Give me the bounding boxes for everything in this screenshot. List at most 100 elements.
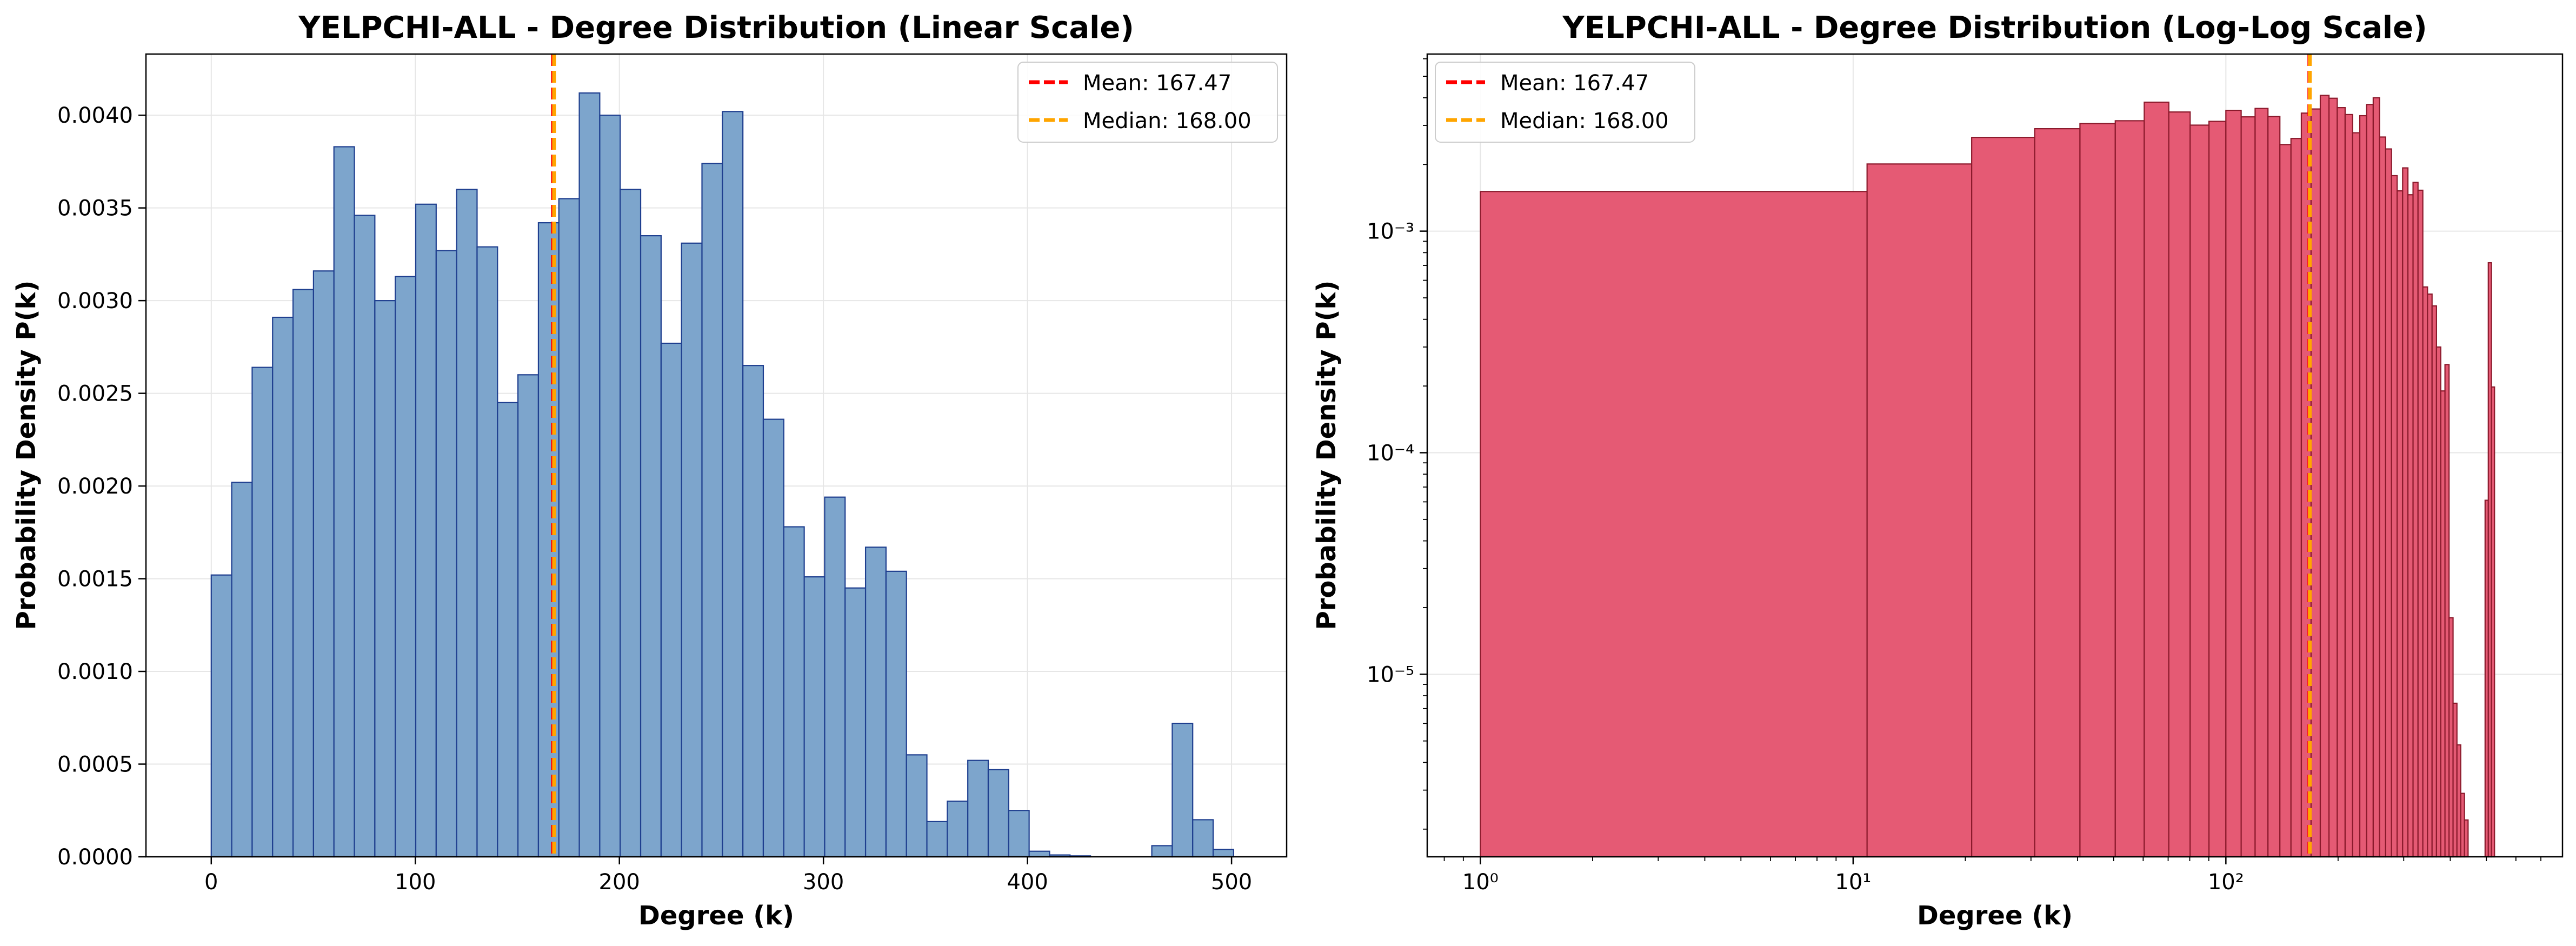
histogram-bar [476,246,498,858]
histogram-bar [2208,121,2227,858]
histogram-bar [1212,849,1234,858]
histogram-bar [2391,175,2398,858]
histogram-bar [987,769,1009,858]
x-axis-label: Degree (k) [638,901,794,931]
histogram-bar [1480,191,1868,858]
histogram-bar [599,115,621,858]
loglog-chart: 10⁰ 10¹ 10² 10⁻⁵ 10⁻⁴ 10⁻³ YELPCHI-ALL - Deg… [1312,10,2564,931]
histogram-bar [701,163,723,858]
histogram-bar [620,189,642,858]
histogram-bar [2431,305,2438,858]
y-ticks: 10⁻⁵ 10⁻⁴ 10⁻³ [1367,58,1427,830]
x-tick-label: 10⁰ [1462,870,1499,895]
histogram-bar [844,587,867,858]
histogram-bar [803,576,826,858]
histogram-bar [2427,293,2433,858]
histogram-bar [517,374,540,858]
histogram-bar [864,547,887,858]
x-tick-label: 200 [599,870,640,895]
histogram-bar [2034,128,2081,858]
chart-title: YELPCHI-ALL - Degree Distribution (Linea… [298,10,1134,45]
histogram-bar [312,270,335,858]
y-tick-label: 0.0035 [57,196,133,221]
histogram-bar [2144,101,2169,858]
histogram-bar [435,250,457,858]
axes-frame [1426,53,2564,858]
histogram-bar [1028,850,1050,858]
y-tick-label: 0.0015 [57,567,133,592]
histogram-bar [1151,845,1173,858]
histogram-bar [2189,124,2210,858]
histogram-bar [2267,116,2281,858]
histogram-bar [1171,722,1194,858]
histogram-bar [2402,167,2409,858]
histogram-bar [354,215,376,858]
histogram-bar [415,203,437,858]
legend-box [1435,62,1695,143]
histogram-bar [947,801,969,858]
histogram-bar [2114,120,2145,858]
histogram-bar [2407,194,2414,858]
histogram-bar [2344,114,2353,858]
histogram-bar [1192,819,1214,858]
histogram-bar [2225,110,2242,858]
x-tick-label: 300 [803,870,844,895]
legend-label-mean: Mean: 167.47 [1500,71,1649,96]
histogram-bar [967,760,989,858]
histogram-bar [2464,819,2469,858]
legend-label-median: Median: 168.00 [1083,109,1252,134]
legend-box [1017,62,1278,143]
histogram-bar [783,526,805,858]
chart-title: YELPCHI-ALL - Degree Distribution (Log-L… [1562,10,2427,45]
y-tick-label: 0.0030 [57,289,133,314]
x-tick-label: 100 [395,870,436,895]
x-ticks: 10⁰ 10¹ 10² [1443,857,2541,895]
histogram-bar [2359,115,2367,858]
histogram-bar [681,242,703,858]
histogram-bar [722,111,744,858]
histogram-bar [2435,346,2441,858]
histogram-bar [2079,123,2116,858]
histogram-bar [2279,144,2292,858]
y-tick-label: 0.0005 [57,752,133,777]
histogram-bar [497,402,519,858]
histogram-bar [742,365,764,858]
histogram-bar [558,198,580,858]
y-tick-label: 10⁻³ [1367,219,1414,244]
x-axis-label: Degree (k) [1917,901,2073,931]
y-tick-label: 0.0040 [57,103,133,128]
histogram-bar [1866,163,1973,858]
histogram-bar [885,570,907,858]
histogram-bar [2337,107,2346,858]
histogram-bar [231,482,253,858]
histogram-bar [272,316,294,858]
histogram-bar [374,300,396,858]
histogram-bar [2240,116,2256,858]
histogram-bar [2422,286,2428,858]
y-tick-label: 10⁻⁴ [1367,441,1414,465]
histogram-bar [2491,386,2495,858]
y-tick-label: 0.0020 [57,474,133,499]
histogram-bar [2254,108,2269,858]
histogram-bar [2352,132,2361,858]
x-ticks: 0 100 200 300 400 500 [204,857,1252,895]
x-tick-label: 10² [2208,870,2244,895]
histogram-bar [2328,97,2338,858]
x-tick-label: 400 [1007,870,1048,895]
legend: Mean: 167.47 Median: 168.00 [1017,62,1278,143]
histogram-bar [906,754,928,858]
histogram-bar [292,289,314,858]
histogram-bar [2290,138,2302,858]
histogram-bar [824,496,846,858]
histogram-bar [2440,390,2446,858]
y-axis-label: Probability Density P(k) [1312,281,1342,630]
histogram-bar [640,235,662,858]
legend-label-median: Median: 168.00 [1500,109,1669,134]
y-axis-label: Probability Density P(k) [11,281,42,630]
histogram-bar [2372,97,2380,858]
histogram-bar [1008,810,1030,858]
histogram-bar [395,276,417,858]
histogram-bar [2444,364,2450,858]
histogram-bar [762,418,784,858]
